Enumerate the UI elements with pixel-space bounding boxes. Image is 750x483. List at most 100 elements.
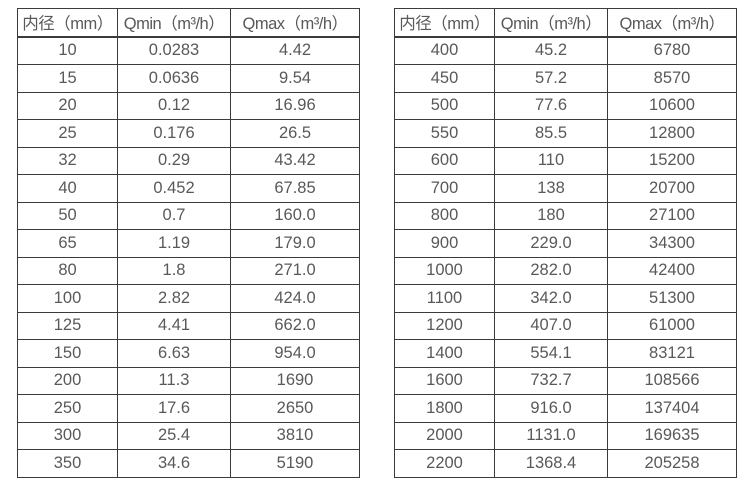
table-row: 25 0.176 26.5 <box>17 119 360 148</box>
table-cell: 1131.0 <box>494 421 608 450</box>
table-cell: 500 <box>394 91 495 120</box>
table-row: 450 57.2 8570 <box>394 64 737 93</box>
table-row: 1800 916.0 137404 <box>394 394 737 423</box>
table-row: 1200 407.0 61000 <box>394 311 737 340</box>
table-header-cell: Qmin（m³/h） <box>117 8 231 38</box>
table-cell: 1368.4 <box>494 449 608 478</box>
table-cell: 40 <box>17 174 118 203</box>
table-cell: 57.2 <box>494 64 608 93</box>
table-row: 800 180 27100 <box>394 201 737 230</box>
table-cell: 0.12 <box>117 91 231 120</box>
table-cell: 0.176 <box>117 119 231 148</box>
table-cell: 169635 <box>607 421 737 450</box>
table-header-cell: Qmax（m³/h） <box>230 8 360 38</box>
table-cell: 662.0 <box>230 311 360 340</box>
table-cell: 42400 <box>607 256 737 285</box>
table-row: 100 2.82 424.0 <box>17 284 360 313</box>
table-cell: 0.7 <box>117 201 231 230</box>
table-cell: 800 <box>394 201 495 230</box>
table-cell: 12800 <box>607 119 737 148</box>
table-row: 600 110 15200 <box>394 146 737 175</box>
table-row: 400 45.2 6780 <box>394 36 737 65</box>
table-row: 1400 554.1 83121 <box>394 339 737 368</box>
table-row: 900 229.0 34300 <box>394 229 737 258</box>
table-cell: 16.96 <box>230 91 360 120</box>
table-cell: 1400 <box>394 339 495 368</box>
table-cell: 300 <box>17 421 118 450</box>
table-cell: 2200 <box>394 449 495 478</box>
table-cell: 2000 <box>394 421 495 450</box>
table-cell: 65 <box>17 229 118 258</box>
table-cell: 43.42 <box>230 146 360 175</box>
table-cell: 1200 <box>394 311 495 340</box>
table-header-cell: 内径（mm） <box>394 8 495 38</box>
table-cell: 180 <box>494 201 608 230</box>
table-row: 700 138 20700 <box>394 174 737 203</box>
table-row: 300 25.4 3810 <box>17 421 360 450</box>
table-cell: 9.54 <box>230 64 360 93</box>
table-cell: 34300 <box>607 229 737 258</box>
table-cell: 6780 <box>607 36 737 65</box>
table-cell: 150 <box>17 339 118 368</box>
table-cell: 6.63 <box>117 339 231 368</box>
table-cell: 20 <box>17 91 118 120</box>
table-row: 1000 282.0 42400 <box>394 256 737 285</box>
table-cell: 0.452 <box>117 174 231 203</box>
table-cell: 1690 <box>230 366 360 395</box>
table-row: 15 0.0636 9.54 <box>17 64 360 93</box>
table-cell: 83121 <box>607 339 737 368</box>
table-cell: 4.41 <box>117 311 231 340</box>
table-cell: 26.5 <box>230 119 360 148</box>
table-header-cell: Qmax（m³/h） <box>607 8 737 38</box>
table-row: 1600 732.7 108566 <box>394 366 737 395</box>
table-cell: 138 <box>494 174 608 203</box>
table-cell: 1000 <box>394 256 495 285</box>
table-cell: 80 <box>17 256 118 285</box>
table-cell: 1600 <box>394 366 495 395</box>
table-row: 32 0.29 43.42 <box>17 146 360 175</box>
table-cell: 137404 <box>607 394 737 423</box>
table-row: 125 4.41 662.0 <box>17 311 360 340</box>
table-cell: 25 <box>17 119 118 148</box>
table-cell: 1800 <box>394 394 495 423</box>
table-cell: 10 <box>17 36 118 65</box>
table-cell: 424.0 <box>230 284 360 313</box>
table-cell: 0.0283 <box>117 36 231 65</box>
flow-table-large-diameters: 内径（mm） Qmin（m³/h） Qmax（m³/h） 400 45.2 6780 450… <box>394 8 737 478</box>
table-row: 250 17.6 2650 <box>17 394 360 423</box>
table-cell: 700 <box>394 174 495 203</box>
table-cell: 550 <box>394 119 495 148</box>
table-cell: 4.42 <box>230 36 360 65</box>
table-cell: 8570 <box>607 64 737 93</box>
table-cell: 20700 <box>607 174 737 203</box>
table-row: 2200 1368.4 205258 <box>394 449 737 478</box>
table-cell: 0.0636 <box>117 64 231 93</box>
table-cell: 67.85 <box>230 174 360 203</box>
table-cell: 916.0 <box>494 394 608 423</box>
table-cell: 954.0 <box>230 339 360 368</box>
table-header-row: 内径（mm） Qmin（m³/h） Qmax（m³/h） <box>394 8 737 38</box>
table-cell: 3810 <box>230 421 360 450</box>
table-cell: 125 <box>17 311 118 340</box>
table-cell: 900 <box>394 229 495 258</box>
table-cell: 32 <box>17 146 118 175</box>
table-cell: 25.4 <box>117 421 231 450</box>
table-header-cell: 内径（mm） <box>17 8 118 38</box>
table-cell: 0.29 <box>117 146 231 175</box>
table-row: 80 1.8 271.0 <box>17 256 360 285</box>
table-cell: 50 <box>17 201 118 230</box>
table-cell: 100 <box>17 284 118 313</box>
table-cell: 400 <box>394 36 495 65</box>
table-row: 2000 1131.0 169635 <box>394 421 737 450</box>
table-cell: 10600 <box>607 91 737 120</box>
table-cell: 5190 <box>230 449 360 478</box>
table-cell: 250 <box>17 394 118 423</box>
table-cell: 450 <box>394 64 495 93</box>
table-cell: 732.7 <box>494 366 608 395</box>
table-row: 20 0.12 16.96 <box>17 91 360 120</box>
table-row: 1100 342.0 51300 <box>394 284 737 313</box>
table-cell: 77.6 <box>494 91 608 120</box>
table-row: 200 11.3 1690 <box>17 366 360 395</box>
table-cell: 51300 <box>607 284 737 313</box>
